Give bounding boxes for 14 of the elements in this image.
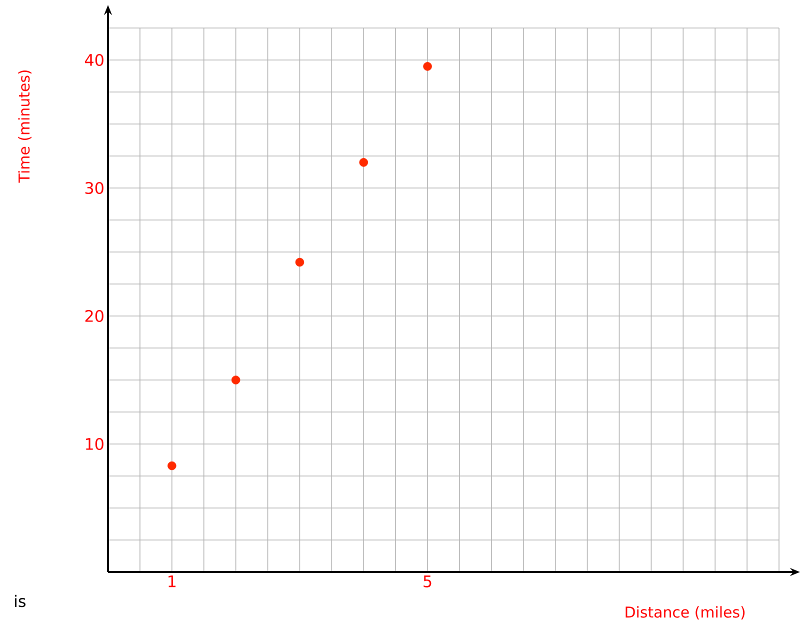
- x-axis-title: Distance (miles): [626, 606, 745, 620]
- point: [231, 376, 240, 384]
- point: [295, 258, 304, 267]
- y-tick-label: 20: [85, 310, 104, 322]
- y-axis-title: Time (minutes): [18, 70, 32, 183]
- point: [423, 62, 432, 71]
- text: is: [15, 594, 26, 608]
- y-tick-label: 40: [84, 54, 104, 66]
- x-tick-label: 1: [168, 576, 176, 588]
- x-tick-label: 5: [424, 576, 432, 588]
- point: [359, 158, 368, 167]
- y-tick-label: 10: [86, 438, 104, 450]
- point: [168, 461, 176, 470]
- y-tick-label: 30: [85, 182, 104, 194]
